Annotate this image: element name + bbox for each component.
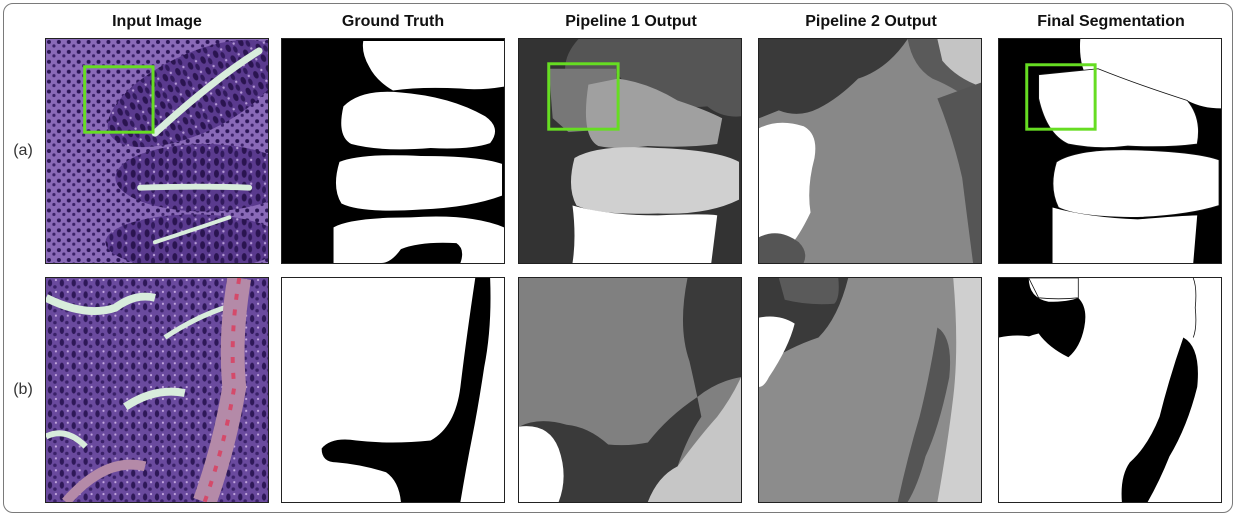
pipeline-2-output-a: [758, 38, 982, 264]
pipeline-1-output-b: [518, 277, 742, 503]
row-label-b: (b): [13, 381, 33, 398]
row-label-a: (a): [13, 142, 33, 159]
highlight-box: [547, 62, 620, 131]
highlight-box: [1025, 63, 1097, 131]
column-title-pipeline-2: Pipeline 2 Output: [805, 13, 937, 30]
ground-truth-b: [281, 277, 505, 503]
input-image-b: [45, 277, 269, 503]
column-title-pipeline-1: Pipeline 1 Output: [565, 13, 697, 30]
column-title-input-image: Input Image: [112, 13, 202, 30]
column-title-ground-truth: Ground Truth: [341, 13, 445, 30]
column-title-final-segmentation: Final Segmentation: [1037, 13, 1185, 30]
ground-truth-a: [281, 38, 505, 264]
final-segmentation-a: [998, 38, 1222, 264]
input-image-a: [45, 38, 269, 264]
highlight-box: [83, 65, 155, 134]
pipeline-2-output-b: [758, 277, 982, 503]
final-segmentation-b: [998, 277, 1222, 503]
pipeline-1-output-a: [518, 38, 742, 264]
